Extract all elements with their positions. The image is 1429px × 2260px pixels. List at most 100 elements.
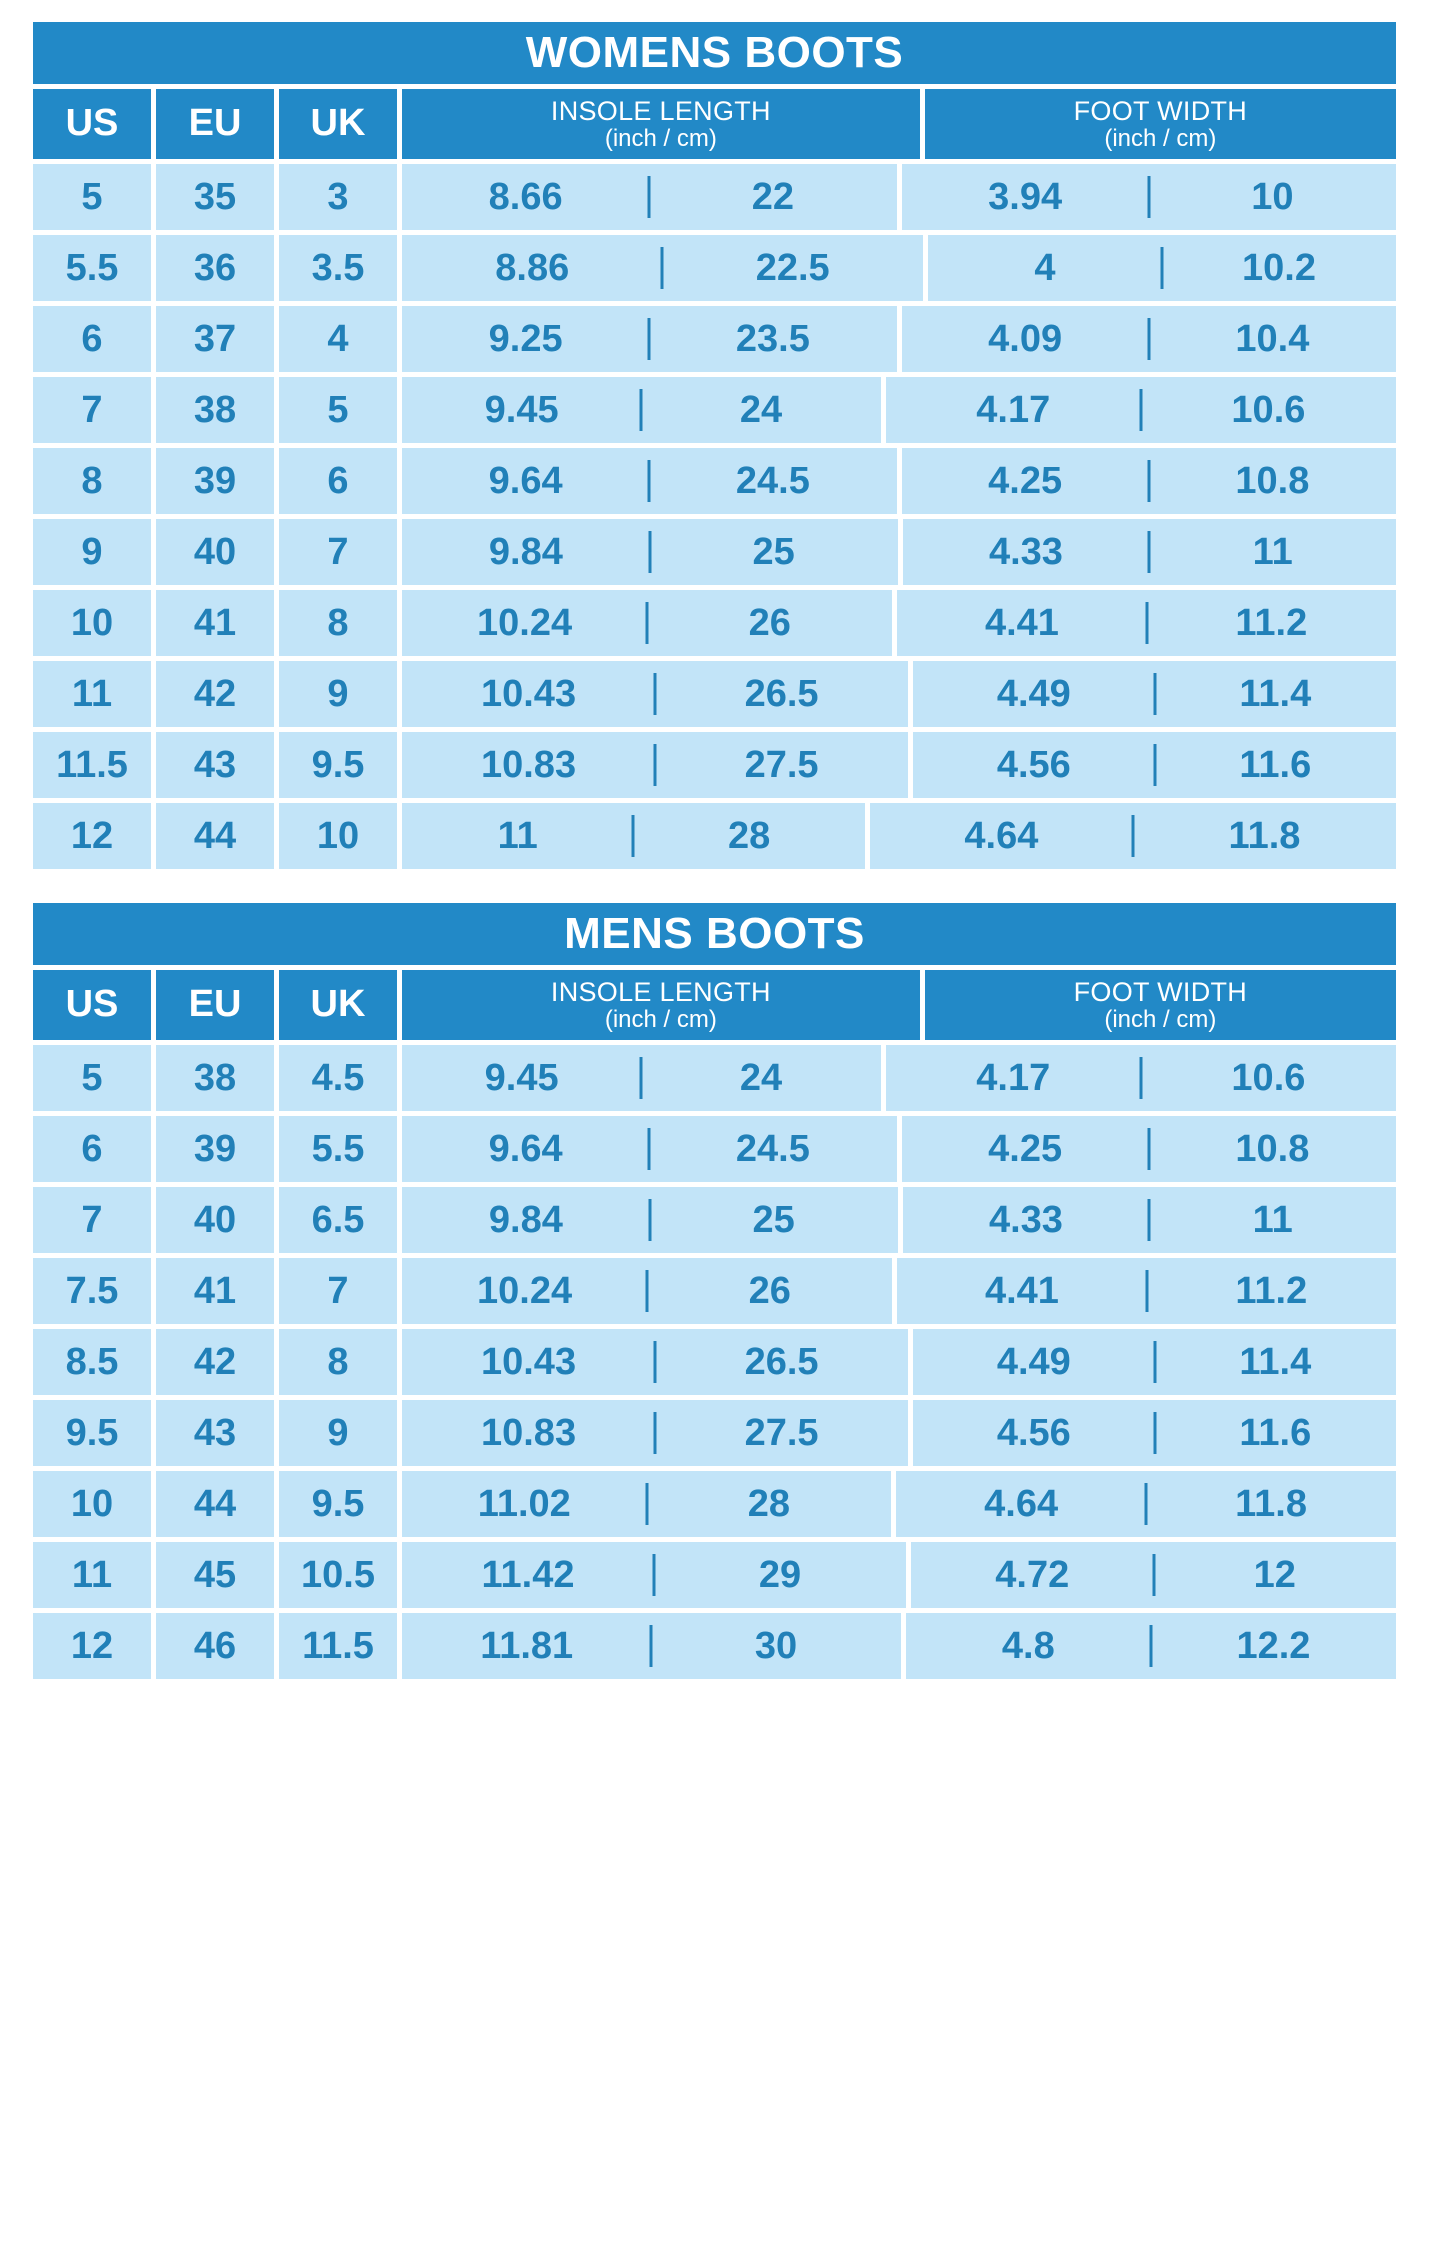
cell-foot-width-cm: 10.8 <box>1235 1127 1310 1170</box>
cell-foot-width: 4.72 12 <box>911 1542 1396 1608</box>
cell-eu: 40 <box>156 519 274 585</box>
cell-insole-length-inch: 9.64 <box>488 459 563 502</box>
table-title: MENS BOOTS <box>33 903 1396 965</box>
cell-insole-length-cm: 24 <box>739 388 783 431</box>
cell-insole-length: 10.83 27.5 <box>402 732 909 798</box>
value-separator <box>1153 1341 1157 1383</box>
table-row: 7.5 41 7 10.24 26 4.41 11.2 <box>33 1258 1396 1324</box>
value-separator <box>647 460 651 502</box>
cell-us: 8.5 <box>33 1329 151 1395</box>
cell-foot-width-cm: 10 <box>1251 175 1294 218</box>
value-separator <box>631 815 635 857</box>
cell-foot-width: 4.33 11 <box>902 1187 1397 1253</box>
column-header-foot-width-label: FOOT WIDTH <box>1073 96 1248 127</box>
cell-foot-width-inch: 4 <box>1034 246 1056 289</box>
cell-foot-width: 4.64 11.8 <box>869 803 1397 869</box>
cell-insole-length: 9.25 23.5 <box>402 306 897 372</box>
cell-insole-length-cm: 24 <box>739 1056 783 1099</box>
table-row: 5 35 3 8.66 22 3.94 10 <box>33 164 1396 230</box>
cell-insole-length-inch: 9.64 <box>488 1127 563 1170</box>
cell-uk: 3.5 <box>279 235 397 301</box>
size-tables-container: WOMENS BOOTS US EU UK INSOLE LENGTH (inch / c… <box>33 22 1397 1679</box>
cell-foot-width-cm: 11.8 <box>1235 1482 1307 1525</box>
column-header-insole-length-units: (inch / cm) <box>604 1005 717 1033</box>
cell-insole-length: 10.43 26.5 <box>402 661 909 727</box>
size-table-2: MENS BOOTS US EU UK INSOLE LENGTH (inch / cm)… <box>33 903 1397 1679</box>
cell-foot-width-cm: 10.4 <box>1235 317 1310 360</box>
cell-insole-length: 8.86 22.5 <box>402 235 923 301</box>
value-separator <box>1153 1412 1157 1454</box>
cell-insole-length-cm: 22 <box>751 175 795 218</box>
table-row: 9 40 7 9.84 25 4.33 11 <box>33 519 1397 585</box>
cell-foot-width-cm: 11.6 <box>1239 1411 1312 1454</box>
cell-insole-length-inch: 11.81 <box>480 1624 574 1667</box>
value-separator <box>645 1270 649 1312</box>
value-separator <box>1147 460 1151 502</box>
cell-foot-width-inch: 4.49 <box>996 1340 1071 1383</box>
cell-uk: 11.5 <box>279 1613 397 1679</box>
cell-foot-width: 4.17 10.6 <box>885 1045 1396 1111</box>
cell-insole-length-inch: 8.66 <box>488 175 563 218</box>
cell-foot-width-inch: 4.49 <box>996 672 1071 715</box>
cell-foot-width-inch: 4.25 <box>988 459 1063 502</box>
cell-insole-length-cm: 28 <box>727 814 771 857</box>
table-row: 9.5 43 9 10.83 27.5 4.56 11.6 <box>33 1400 1396 1466</box>
column-header-insole-length: INSOLE LENGTH (inch / cm) <box>402 970 920 1040</box>
cell-insole-length-inch: 9.84 <box>488 1198 563 1241</box>
cell-uk: 9 <box>279 661 397 727</box>
cell-eu: 46 <box>156 1613 274 1679</box>
value-separator <box>653 1412 657 1454</box>
cell-foot-width: 4.25 10.8 <box>901 1116 1396 1182</box>
cell-eu: 44 <box>156 803 274 869</box>
value-separator <box>639 1057 643 1099</box>
cell-uk: 9.5 <box>279 1471 397 1537</box>
cell-insole-length-cm: 23.5 <box>735 317 810 360</box>
table-title: WOMENS BOOTS <box>33 22 1396 84</box>
cell-uk: 3 <box>279 164 397 230</box>
value-separator <box>1145 1270 1149 1312</box>
size-table-1: WOMENS BOOTS US EU UK INSOLE LENGTH (inch / c… <box>33 22 1397 869</box>
column-header-uk-label: UK <box>310 102 366 145</box>
cell-foot-width-inch: 4.17 <box>976 388 1051 431</box>
table-row: 12 46 11.5 11.81 30 4.8 12.2 <box>33 1613 1397 1679</box>
value-separator <box>1131 815 1135 857</box>
cell-foot-width-cm: 10.8 <box>1235 459 1310 502</box>
cell-foot-width: 3.94 10 <box>901 164 1396 230</box>
cell-foot-width-cm: 11.6 <box>1239 743 1312 786</box>
cell-us: 5 <box>33 164 151 230</box>
cell-foot-width-inch: 4.72 <box>995 1553 1070 1596</box>
cell-insole-length-cm: 25 <box>752 1198 795 1241</box>
cell-eu: 41 <box>156 1258 274 1324</box>
cell-foot-width-cm: 11.2 <box>1235 601 1308 644</box>
table-row: 10 44 9.5 11.02 28 4.64 11.8 <box>33 1471 1396 1537</box>
cell-foot-width-inch: 4.64 <box>964 814 1039 857</box>
value-separator <box>653 744 657 786</box>
cell-us: 6 <box>33 1116 151 1182</box>
table-row: 8 39 6 9.64 24.5 4.25 10.8 <box>33 448 1396 514</box>
cell-foot-width-inch: 4.56 <box>996 743 1071 786</box>
cell-eu: 43 <box>156 1400 274 1466</box>
cell-insole-length: 9.64 24.5 <box>402 1116 897 1182</box>
cell-uk: 7 <box>279 519 397 585</box>
cell-insole-length: 11.42 29 <box>402 1542 907 1608</box>
cell-foot-width-cm: 11.4 <box>1239 1340 1312 1383</box>
value-separator <box>1139 1057 1143 1099</box>
cell-foot-width-inch: 4.8 <box>1001 1624 1055 1667</box>
value-separator <box>1145 602 1149 644</box>
table-row: 11.5 43 9.5 10.83 27.5 4.56 11.6 <box>33 732 1396 798</box>
table-row: 5 38 4.5 9.45 24 4.17 10.6 <box>33 1045 1396 1111</box>
cell-foot-width-inch: 3.94 <box>988 175 1063 218</box>
cell-insole-length-cm: 29 <box>758 1553 802 1596</box>
cell-insole-length: 11 28 <box>402 803 865 869</box>
cell-us: 12 <box>33 1613 151 1679</box>
cell-us: 7 <box>33 1187 151 1253</box>
cell-insole-length-inch: 11.42 <box>481 1553 575 1596</box>
column-header-us: US <box>33 89 151 159</box>
cell-foot-width-inch: 4.56 <box>996 1411 1071 1454</box>
cell-foot-width: 4.33 11 <box>902 519 1397 585</box>
value-separator <box>647 176 651 218</box>
cell-foot-width-cm: 11.4 <box>1239 672 1312 715</box>
column-header-uk-label: UK <box>310 983 366 1026</box>
cell-insole-length: 8.66 22 <box>402 164 897 230</box>
cell-insole-length-inch: 9.84 <box>488 530 563 573</box>
